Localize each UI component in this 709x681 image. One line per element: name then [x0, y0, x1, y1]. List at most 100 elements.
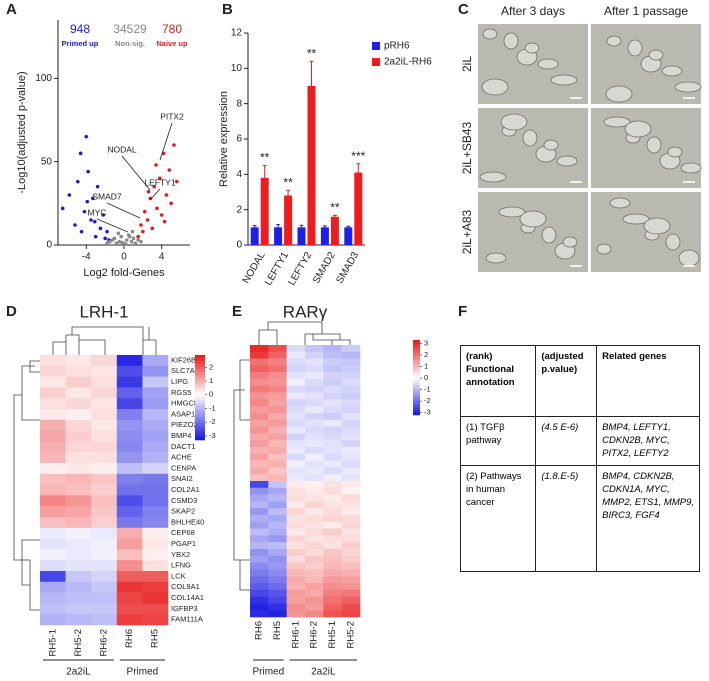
cell	[250, 351, 269, 359]
heatmap-title: RARγ	[283, 302, 328, 321]
bar	[307, 86, 316, 245]
panel-label: C	[458, 1, 469, 18]
error-bar	[286, 189, 291, 202]
cell	[286, 555, 306, 563]
cell	[305, 413, 324, 421]
cell	[250, 542, 269, 550]
cell	[323, 508, 342, 516]
cell	[91, 355, 118, 367]
colorbar-step	[413, 412, 420, 416]
cell	[286, 474, 306, 482]
cell	[305, 399, 324, 407]
row-label: SNAI2	[171, 474, 193, 483]
cell	[286, 576, 306, 584]
cell	[323, 562, 342, 570]
point	[155, 206, 159, 211]
cell	[341, 392, 361, 400]
cell	[286, 542, 306, 550]
cell	[305, 372, 324, 380]
cell	[142, 549, 169, 561]
cell	[323, 487, 342, 495]
cell	[116, 549, 143, 561]
column-label: RH6-2	[99, 629, 110, 656]
point	[164, 193, 169, 197]
cell	[250, 467, 269, 475]
cell	[286, 583, 306, 591]
colorbar-step	[195, 425, 205, 429]
cell	[305, 433, 324, 441]
cell	[323, 351, 342, 359]
colorbar-step	[413, 365, 420, 368]
row-label: CEP68	[171, 528, 195, 537]
cell	[286, 372, 306, 380]
cell	[323, 576, 342, 584]
cell	[268, 345, 287, 353]
cell	[250, 385, 269, 393]
cell	[341, 372, 361, 380]
cell	[268, 521, 287, 529]
cell	[286, 481, 306, 489]
cell: (1) TGFβ pathway	[459, 415, 537, 467]
cell	[268, 501, 287, 509]
panel-label: E	[232, 303, 242, 320]
cell	[341, 535, 361, 543]
cell	[305, 379, 324, 387]
group-label: Primed	[252, 667, 284, 678]
cell	[305, 610, 324, 618]
cell	[268, 426, 287, 434]
cell	[65, 571, 92, 583]
cell	[341, 583, 361, 591]
cell	[341, 521, 361, 529]
cell	[65, 517, 92, 529]
cell	[250, 365, 269, 373]
cell	[116, 560, 143, 572]
point	[146, 189, 151, 194]
legend-label: pRH6	[384, 41, 410, 52]
error-bar	[332, 214, 337, 219]
count-label: Non-sig.	[115, 39, 145, 48]
cell	[323, 453, 342, 461]
cell	[40, 592, 66, 604]
cell	[268, 413, 287, 421]
cell	[250, 447, 269, 455]
cell	[91, 419, 118, 431]
cell	[268, 562, 287, 570]
cell-colony	[596, 243, 612, 255]
cell	[142, 355, 169, 367]
cell	[142, 495, 169, 507]
cell	[250, 610, 269, 618]
cell	[341, 596, 361, 604]
cell	[91, 538, 118, 550]
cell: (4.5 E-6)	[535, 415, 598, 467]
cell	[323, 372, 342, 380]
cell	[116, 430, 143, 442]
cell	[250, 596, 269, 604]
cell	[268, 555, 287, 563]
colorbar-step	[413, 340, 420, 343]
cell	[305, 521, 324, 529]
count: 948	[70, 22, 90, 36]
cell	[250, 460, 269, 468]
y-tick-label: 6	[236, 134, 242, 145]
row-label: YBX2	[171, 550, 190, 559]
y-tick-label: 8	[236, 98, 242, 109]
cell	[142, 365, 169, 377]
cell	[65, 355, 92, 367]
bar	[320, 227, 329, 245]
cell	[341, 406, 361, 414]
cell	[116, 473, 143, 485]
cell	[305, 542, 324, 550]
cell	[142, 538, 169, 550]
cell	[250, 583, 269, 591]
cell	[250, 440, 269, 448]
colorbar-label: 1	[424, 362, 428, 371]
row-label: KIF26B	[171, 355, 196, 364]
cell-colony	[643, 217, 671, 235]
cell	[142, 506, 169, 518]
panel-label: D	[6, 303, 17, 320]
y-tick-label: 100	[35, 73, 52, 84]
cell	[116, 592, 143, 604]
group-label: Primed	[127, 667, 159, 678]
row-label: LIPG	[171, 377, 188, 386]
row-label: PIEZO2	[171, 420, 198, 429]
